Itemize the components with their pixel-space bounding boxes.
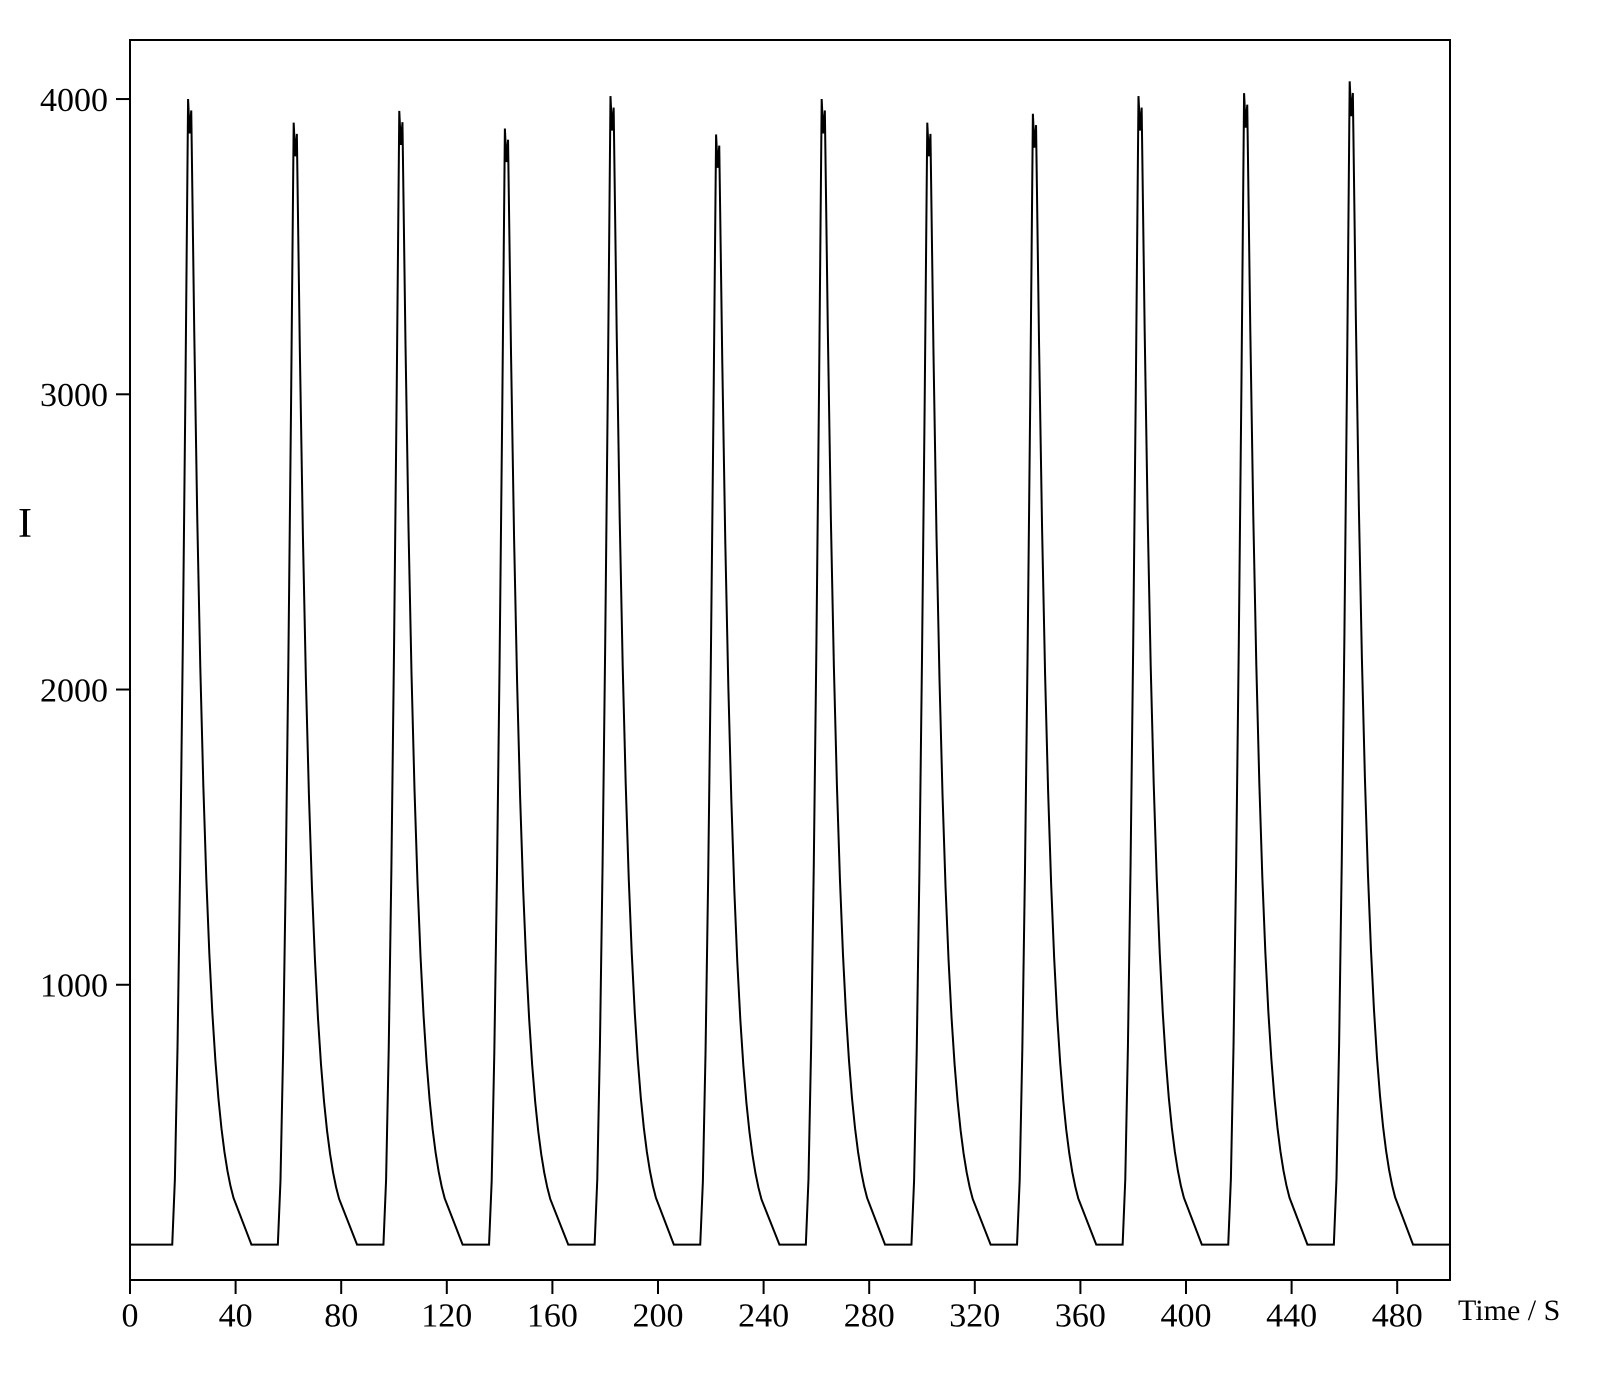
y-tick-label: 1000 xyxy=(40,968,108,1005)
x-tick-label: 240 xyxy=(738,1297,789,1334)
x-tick-label: 80 xyxy=(324,1297,358,1334)
plot-frame xyxy=(130,40,1450,1280)
signal-trace xyxy=(130,81,1450,1244)
x-tick-label: 320 xyxy=(949,1297,1000,1334)
x-tick-label: 280 xyxy=(844,1297,895,1334)
y-axis-label: I xyxy=(18,500,32,548)
chart-container: 0 40 80 120 160 200 240 280 320 360 400 440 480 1000 2… xyxy=(0,0,1600,1376)
y-tick-label: 4000 xyxy=(40,82,108,119)
x-tick-label: 440 xyxy=(1266,1297,1317,1334)
x-tick-label: 0 xyxy=(122,1297,139,1334)
x-tick-label: 400 xyxy=(1161,1297,1212,1334)
x-tick-label: 120 xyxy=(421,1297,472,1334)
x-tick-label: 360 xyxy=(1055,1297,1106,1334)
y-tick-label: 2000 xyxy=(40,672,108,709)
x-tick-label: 160 xyxy=(527,1297,578,1334)
x-tick-label: 200 xyxy=(633,1297,684,1334)
x-tick-label: 40 xyxy=(219,1297,253,1334)
y-tick-label: 3000 xyxy=(40,377,108,414)
chart-canvas: 0 40 80 120 160 200 240 280 320 360 400 440 480 1000 2… xyxy=(0,0,1600,1376)
x-axis-label: Time / S xyxy=(1458,1294,1560,1328)
x-tick-label: 480 xyxy=(1372,1297,1423,1334)
